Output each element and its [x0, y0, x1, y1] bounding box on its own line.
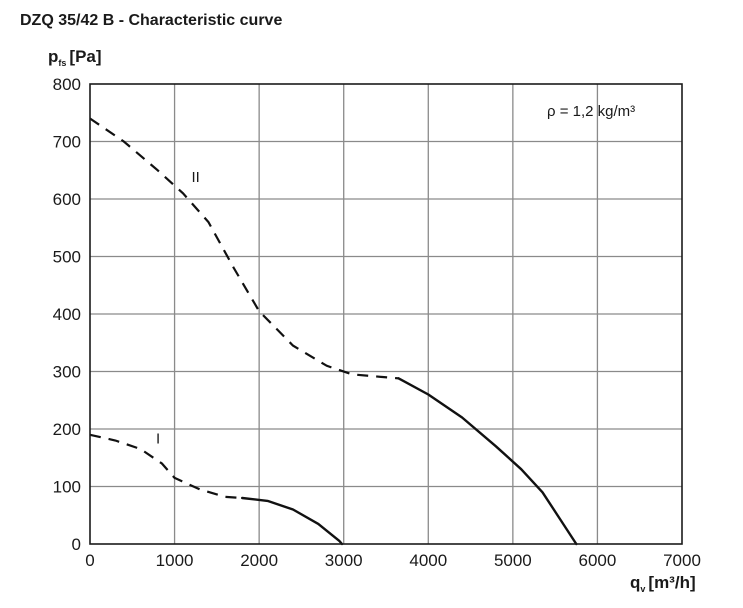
series-label: I [156, 430, 160, 447]
density-annotation: ρ = 1,2 kg/m³ [547, 103, 635, 120]
x-tick-label: 7000 [663, 551, 701, 570]
series-label: II [191, 169, 199, 186]
series-II-dashed-line [89, 117, 399, 380]
plot-frame [89, 83, 683, 545]
x-tick-label: 6000 [579, 551, 617, 570]
series-I-dashed-line [89, 433, 243, 500]
y-tick-label: 700 [53, 133, 81, 152]
chart-title: DZQ 35/42 B - Characteristic curve [20, 12, 283, 29]
x-axis-label: qv [m³/h] [630, 573, 696, 594]
series-I-solid-line [241, 496, 344, 546]
y-tick-label: 0 [72, 535, 81, 554]
y-axis-subscript: fs [58, 58, 66, 68]
y-tick-label: 500 [53, 248, 81, 267]
x-tick-label: 5000 [494, 551, 532, 570]
x-axis-unit: [m³/h] [648, 573, 695, 592]
y-tick-label: 600 [53, 190, 81, 209]
x-axis-subscript: v [640, 584, 645, 594]
y-tick-label: 800 [53, 75, 81, 94]
x-tick-label: 2000 [240, 551, 278, 570]
y-tick-label: 300 [53, 363, 81, 382]
x-axis-symbol: q [630, 573, 640, 592]
y-axis-label: pfs [Pa] [48, 47, 102, 68]
y-axis-symbol: p [48, 47, 58, 66]
series-labels: III [156, 169, 200, 448]
y-axis-unit: [Pa] [69, 47, 101, 66]
grid-lines [90, 84, 682, 544]
x-tick-label: 1000 [156, 551, 194, 570]
x-tick-label: 0 [85, 551, 94, 570]
x-tick-label: 3000 [325, 551, 363, 570]
tick-labels: 0 1000 2000 3000 4000 5000 6000 7000 0 100 200 300 4… [53, 75, 701, 570]
series-lines [89, 117, 578, 546]
y-tick-label: 200 [53, 420, 81, 439]
x-tick-label: 4000 [409, 551, 447, 570]
y-tick-label: 400 [53, 305, 81, 324]
series-II-solid-line [397, 377, 578, 546]
y-tick-label: 100 [53, 478, 81, 497]
